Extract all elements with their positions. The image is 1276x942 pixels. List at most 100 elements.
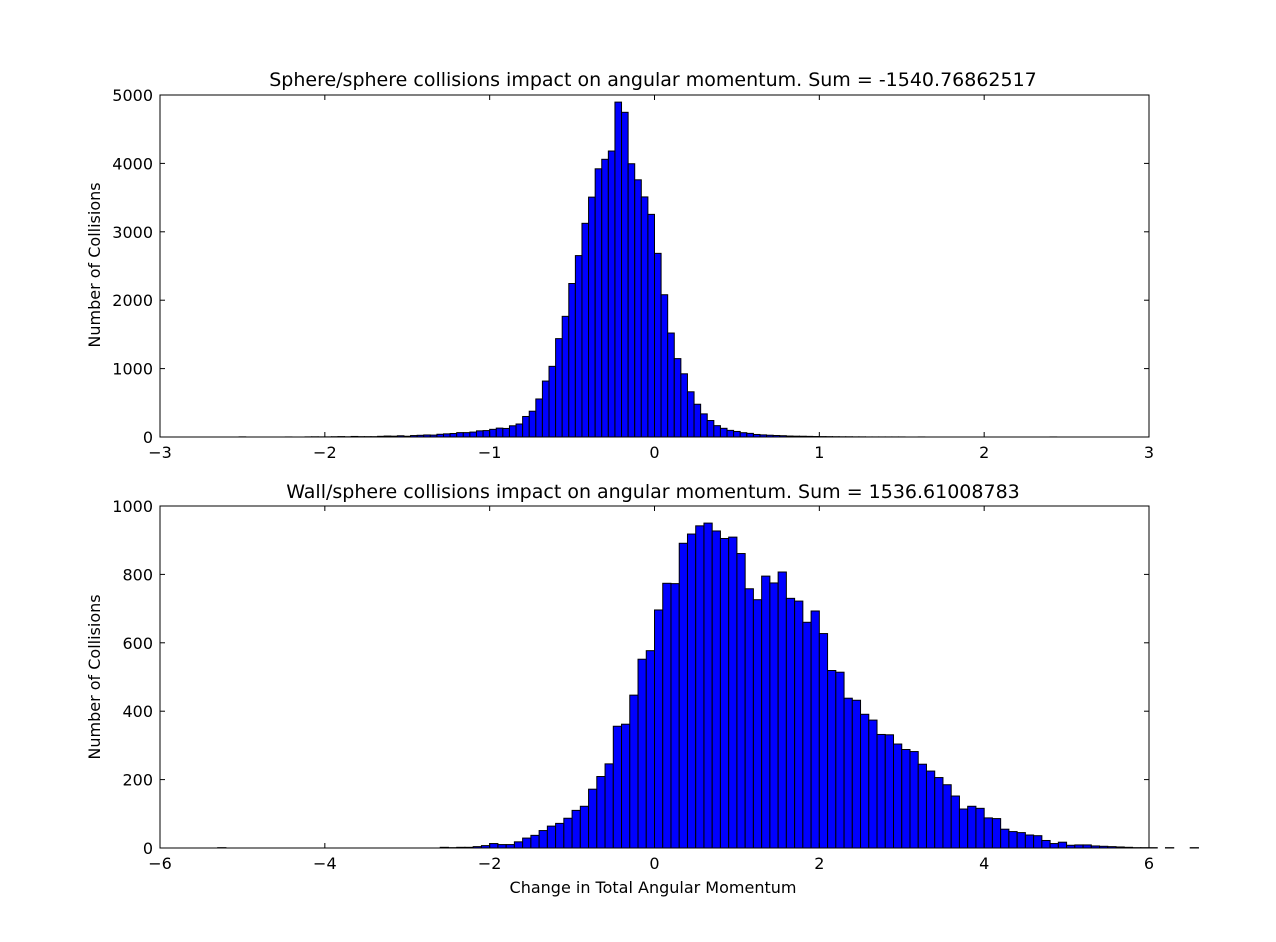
x-tick-label: −2	[478, 854, 502, 873]
histogram-bar	[1000, 828, 1010, 849]
histogram-bar	[785, 597, 796, 849]
histogram-bar	[1024, 834, 1035, 849]
histogram-bar	[736, 553, 746, 849]
histogram-bar	[548, 365, 557, 438]
histogram-bar	[884, 734, 895, 849]
histogram-bar	[561, 315, 570, 438]
histogram-bar	[728, 536, 738, 849]
histogram-bar	[967, 805, 977, 849]
histogram-bar	[502, 427, 510, 438]
histogram-bar	[568, 283, 576, 438]
histogram-bar	[660, 294, 669, 438]
histogram-bar	[489, 843, 499, 849]
histogram-bar	[588, 788, 598, 849]
histogram-bar	[958, 808, 969, 849]
x-tick-label: −2	[313, 443, 337, 462]
histogram-bar	[744, 588, 754, 849]
histogram-bar	[761, 575, 771, 849]
histogram-bar	[505, 844, 515, 849]
histogram-bar	[726, 429, 735, 438]
histogram-bar	[596, 776, 606, 849]
histogram-bar	[667, 332, 675, 438]
y-tick-label: 4000	[112, 154, 153, 173]
histogram-bar	[482, 430, 491, 438]
histogram-bar	[581, 222, 590, 438]
histogram-bar	[925, 770, 936, 849]
histogram-bar	[640, 196, 649, 438]
histogram-bar	[802, 621, 812, 849]
x-tick-label: 1	[814, 443, 824, 462]
x-tick-label: −3	[148, 443, 172, 462]
y-tick-label: 5000	[112, 86, 153, 105]
histogram-bar	[909, 751, 919, 849]
histogram-bar	[522, 837, 532, 849]
histogram-bar	[719, 537, 730, 849]
histogram-bar	[594, 168, 603, 438]
histogram-bar	[475, 430, 484, 438]
histogram-bar	[670, 583, 680, 849]
histogram-bar	[733, 430, 741, 438]
histogram-bar	[673, 358, 682, 438]
histogram-bar	[703, 522, 713, 849]
histogram-bar	[1041, 839, 1051, 849]
y-tick-label: 400	[122, 702, 153, 721]
histogram-bar	[662, 582, 672, 849]
histogram-bar	[901, 749, 911, 849]
histogram-bar	[513, 841, 524, 849]
y-tick-label: 200	[122, 771, 153, 790]
histogram-bar	[777, 571, 787, 849]
histogram-bar	[711, 530, 721, 849]
histogram-bar	[934, 777, 944, 849]
histogram-bar	[588, 196, 596, 438]
histogram-bar	[629, 694, 639, 849]
y-tick-label: 3000	[112, 223, 153, 242]
histogram-bar	[530, 834, 540, 849]
histogram-bar	[462, 432, 471, 438]
y-axis-label: Number of Collisions	[85, 182, 104, 347]
histogram-bar	[563, 817, 573, 849]
histogram-bar	[645, 650, 656, 849]
histogram-bar	[497, 844, 507, 849]
histogram-bar	[686, 391, 695, 438]
histogram-bar	[975, 807, 985, 849]
histogram-bar	[700, 413, 708, 438]
histogram-bar	[686, 533, 697, 849]
histogram-bar	[522, 415, 530, 438]
histogram-bar	[739, 432, 748, 438]
histogram-bar	[601, 158, 609, 438]
histogram-bar	[1049, 843, 1059, 849]
histogram-bar	[752, 599, 763, 849]
histogram-bar	[621, 111, 629, 438]
histogram-bar	[678, 542, 688, 849]
chart-title: Wall/sphere collisions impact on angular…	[286, 481, 1020, 503]
histogram-bar	[607, 150, 616, 438]
histogram-bar	[449, 433, 458, 438]
histogram-bar	[555, 822, 565, 849]
histogram-bar	[893, 743, 903, 849]
y-tick-label: 0	[143, 428, 153, 447]
histogram-bar	[876, 733, 886, 849]
histogram-bar	[827, 670, 837, 849]
x-tick-label: −4	[313, 854, 337, 873]
histogram-bar	[612, 725, 623, 849]
histogram-bar	[942, 784, 952, 849]
ticks: −6 −4 −2 0 2 4 6 0 200 400 600 800 1000	[112, 497, 1154, 873]
histogram-bar	[713, 425, 721, 438]
histogram-bar	[868, 719, 878, 849]
y-tick-label: 800	[122, 565, 153, 584]
histogram-bar	[693, 403, 702, 438]
histogram-bar	[746, 432, 754, 438]
ticks: −3 −2 −1 0 1 2 3 0 1000 2000 3000 4000 5000	[112, 86, 1154, 462]
x-tick-label: −1	[478, 443, 502, 462]
histogram-bar	[706, 420, 715, 438]
histogram-bar	[1033, 835, 1043, 849]
x-tick-label: 2	[979, 443, 989, 462]
x-tick-label: 0	[649, 443, 659, 462]
y-tick-label: 1000	[112, 360, 153, 379]
histogram-bar	[489, 428, 497, 438]
y-tick-label: 600	[122, 634, 153, 653]
histogram-bar	[637, 658, 647, 849]
histogram-bar	[456, 432, 464, 438]
histogram-bar	[634, 179, 642, 438]
